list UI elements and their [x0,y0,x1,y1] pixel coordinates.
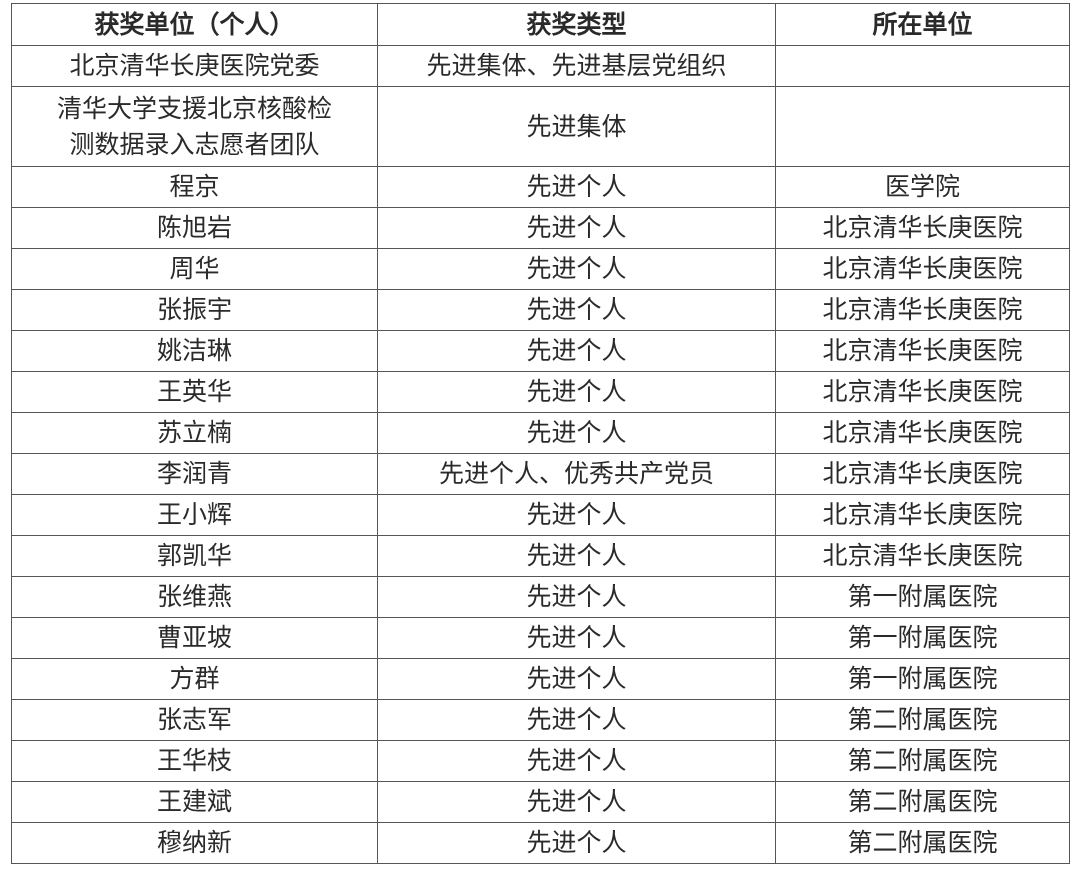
awardee-cell: 方群 [11,658,378,700]
table-row: 方群 先进个人 第一附属医院 [11,658,1070,700]
award-type-cell: 先进个人 [377,617,776,659]
table-row: 王小辉 先进个人 北京清华长庚医院 [11,494,1070,536]
unit-cell: 北京清华长庚医院 [775,412,1070,454]
award-type-cell: 先进个人 [377,412,776,454]
unit-cell: 北京清华长庚医院 [775,453,1070,495]
awardee-cell: 程京 [11,166,378,208]
award-type-cell: 先进个人 [377,699,776,741]
awardee-cell: 王英华 [11,371,378,413]
awardee-cell: 陈旭岩 [11,207,378,249]
unit-cell [775,86,1070,167]
table-row: 张志军 先进个人 第二附属医院 [11,699,1070,741]
award-type-cell: 先进个人 [377,822,776,864]
awardee-cell: 清华大学支援北京核酸检 测数据录入志愿者团队 [11,86,378,167]
awardee-cell: 郭凯华 [11,535,378,577]
unit-cell [775,45,1070,87]
unit-cell: 北京清华长庚医院 [775,207,1070,249]
awardee-cell: 王华枝 [11,740,378,782]
awardee-cell: 张维燕 [11,576,378,618]
table-row: 北京清华长庚医院党委 先进集体、先进基层党组织 [11,45,1070,87]
table-row: 王华枝 先进个人 第二附属医院 [11,740,1070,782]
awardee-cell: 张志军 [11,699,378,741]
header-awardee: 获奖单位（个人） [11,3,378,46]
unit-cell: 第二附属医院 [775,699,1070,741]
table-row: 清华大学支援北京核酸检 测数据录入志愿者团队 先进集体 [11,86,1070,167]
awardee-cell: 姚洁琳 [11,330,378,372]
award-type-cell: 先进个人、优秀共产党员 [377,453,776,495]
table-row: 穆纳新 先进个人 第二附属医院 [11,822,1070,864]
unit-cell: 北京清华长庚医院 [775,289,1070,331]
table-row: 郭凯华 先进个人 北京清华长庚医院 [11,535,1070,577]
award-type-cell: 先进个人 [377,289,776,331]
award-type-cell: 先进个人 [377,781,776,823]
unit-cell: 第二附属医院 [775,740,1070,782]
header-award-type: 获奖类型 [377,3,776,46]
awardee-cell: 周华 [11,248,378,290]
table-row: 张维燕 先进个人 第一附属医院 [11,576,1070,618]
table-row: 王建斌 先进个人 第二附属医院 [11,781,1070,823]
table-row: 程京 先进个人 医学院 [11,166,1070,208]
header-row: 获奖单位（个人） 获奖类型 所在单位 [11,3,1070,46]
table-row: 陈旭岩 先进个人 北京清华长庚医院 [11,207,1070,249]
unit-cell: 北京清华长庚医院 [775,248,1070,290]
award-type-cell: 先进个人 [377,330,776,372]
table-row: 张振宇 先进个人 北京清华长庚医院 [11,289,1070,331]
awards-table: 获奖单位（个人） 获奖类型 所在单位 北京清华长庚医院党委 先进集体、先进基层党组… [11,3,1070,864]
awardee-cell: 李润青 [11,453,378,495]
awardee-cell: 王小辉 [11,494,378,536]
awardee-cell: 穆纳新 [11,822,378,864]
awardee-cell: 王建斌 [11,781,378,823]
unit-cell: 第二附属医院 [775,781,1070,823]
awardee-line: 清华大学支援北京核酸检 [56,93,332,123]
table-row: 曹亚坡 先进个人 第一附属医院 [11,617,1070,659]
award-type-cell: 先进个人 [377,740,776,782]
unit-cell: 第一附属医院 [775,576,1070,618]
award-type-cell: 先进个人 [377,535,776,577]
table-row: 苏立楠 先进个人 北京清华长庚医院 [11,412,1070,454]
awardee-cell: 曹亚坡 [11,617,378,659]
awardee-cell: 北京清华长庚医院党委 [11,45,378,87]
awardee-cell: 苏立楠 [11,412,378,454]
unit-cell: 北京清华长庚医院 [775,330,1070,372]
unit-cell: 第一附属医院 [775,658,1070,700]
award-type-cell: 先进个人 [377,494,776,536]
award-type-cell: 先进个人 [377,576,776,618]
table-body: 北京清华长庚医院党委 先进集体、先进基层党组织 清华大学支援北京核酸检 测数据录入志愿… [11,45,1070,864]
unit-cell: 第一附属医院 [775,617,1070,659]
award-type-cell: 先进个人 [377,166,776,208]
table-row: 姚洁琳 先进个人 北京清华长庚医院 [11,330,1070,372]
table-row: 周华 先进个人 北京清华长庚医院 [11,248,1070,290]
award-type-cell: 先进集体、先进基层党组织 [377,45,776,87]
unit-cell: 第二附属医院 [775,822,1070,864]
award-type-cell: 先进集体 [377,86,776,167]
header-unit: 所在单位 [775,3,1070,46]
award-type-cell: 先进个人 [377,371,776,413]
unit-cell: 医学院 [775,166,1070,208]
table-row: 李润青 先进个人、优秀共产党员 北京清华长庚医院 [11,453,1070,495]
unit-cell: 北京清华长庚医院 [775,535,1070,577]
unit-cell: 北京清华长庚医院 [775,494,1070,536]
table-row: 王英华 先进个人 北京清华长庚医院 [11,371,1070,413]
award-type-cell: 先进个人 [377,248,776,290]
awardee-line: 测数据录入志愿者团队 [69,129,320,159]
award-type-cell: 先进个人 [377,658,776,700]
unit-cell: 北京清华长庚医院 [775,371,1070,413]
award-type-cell: 先进个人 [377,207,776,249]
awardee-cell: 张振宇 [11,289,378,331]
